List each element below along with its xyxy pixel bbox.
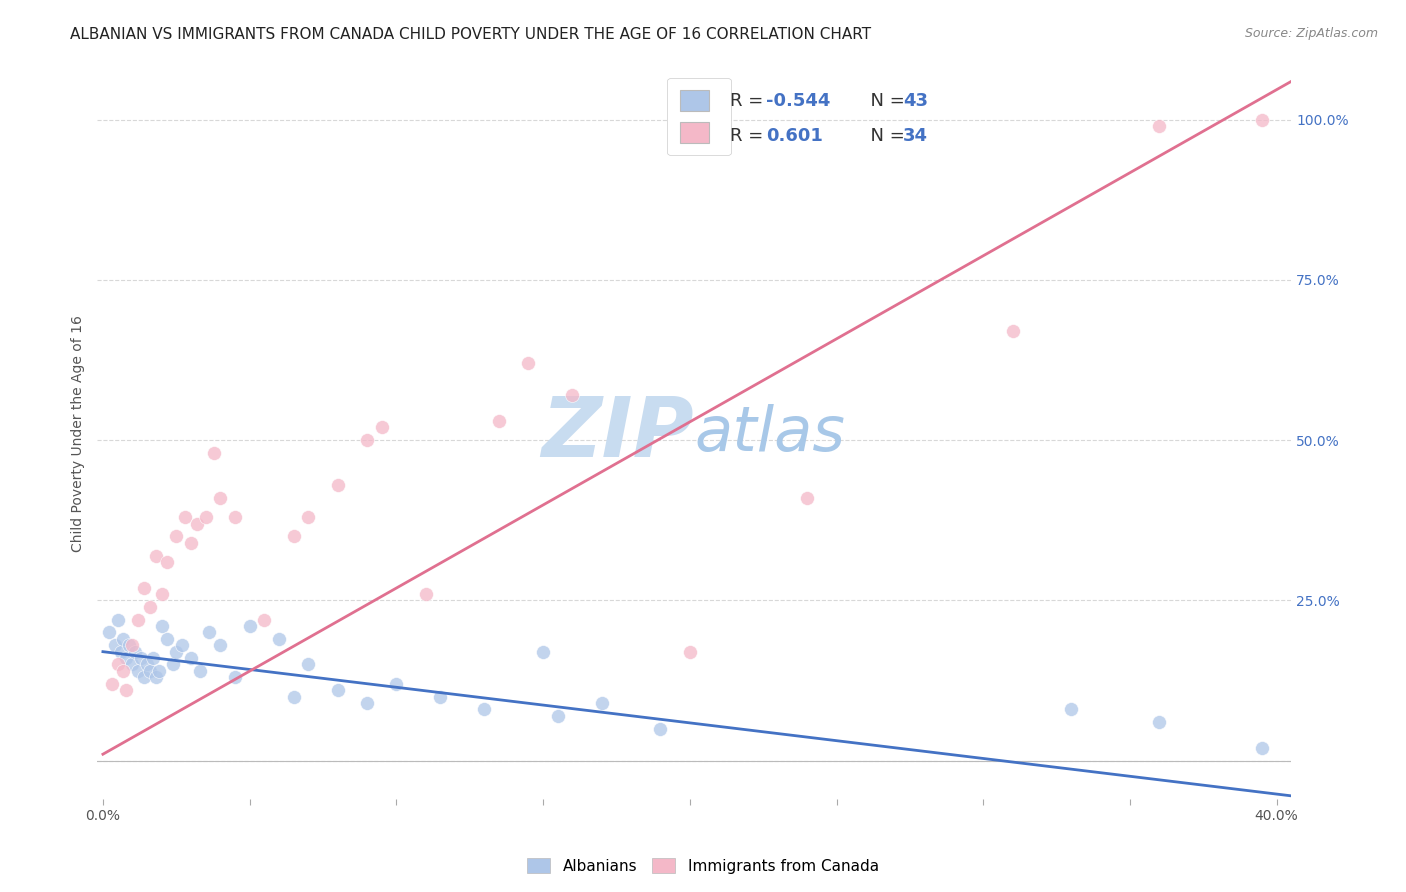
- Text: 0.601: 0.601: [766, 127, 823, 145]
- Point: [174, 510, 197, 524]
- Point: [1251, 112, 1274, 127]
- Point: [370, 420, 392, 434]
- Point: [132, 581, 155, 595]
- Point: [267, 632, 290, 646]
- Text: atlas: atlas: [695, 404, 845, 464]
- Point: [561, 388, 583, 402]
- Point: [124, 645, 146, 659]
- Text: Source: ZipAtlas.com: Source: ZipAtlas.com: [1244, 27, 1378, 40]
- Point: [150, 587, 173, 601]
- Point: [253, 613, 276, 627]
- Text: 43: 43: [903, 93, 928, 111]
- Point: [142, 651, 165, 665]
- Point: [385, 676, 408, 690]
- Point: [104, 638, 127, 652]
- Point: [165, 529, 187, 543]
- Text: R =: R =: [730, 127, 769, 145]
- Point: [139, 599, 162, 614]
- Point: [162, 657, 184, 672]
- Point: [100, 676, 122, 690]
- Point: [110, 645, 132, 659]
- Point: [204, 446, 226, 460]
- Point: [139, 664, 162, 678]
- Point: [1149, 715, 1171, 730]
- Point: [326, 683, 349, 698]
- Point: [356, 696, 378, 710]
- Point: [107, 657, 129, 672]
- Text: R =: R =: [730, 93, 769, 111]
- Text: ALBANIAN VS IMMIGRANTS FROM CANADA CHILD POVERTY UNDER THE AGE OF 16 CORRELATION: ALBANIAN VS IMMIGRANTS FROM CANADA CHILD…: [70, 27, 872, 42]
- Point: [150, 619, 173, 633]
- Point: [145, 549, 167, 563]
- Point: [429, 690, 451, 704]
- Text: 34: 34: [903, 127, 928, 145]
- Point: [115, 683, 138, 698]
- Point: [118, 638, 141, 652]
- Point: [112, 632, 135, 646]
- Point: [112, 664, 135, 678]
- Point: [197, 625, 219, 640]
- Point: [186, 516, 208, 531]
- Point: [136, 657, 159, 672]
- Text: ZIP: ZIP: [541, 393, 695, 475]
- Point: [1060, 702, 1083, 716]
- Point: [132, 670, 155, 684]
- Legend: Albanians, Immigrants from Canada: Albanians, Immigrants from Canada: [522, 852, 884, 880]
- Point: [188, 664, 211, 678]
- Point: [517, 356, 540, 370]
- Point: [115, 651, 138, 665]
- Point: [531, 645, 554, 659]
- Point: [283, 690, 305, 704]
- Point: [148, 664, 170, 678]
- Point: [194, 510, 217, 524]
- Point: [209, 638, 232, 652]
- Point: [97, 625, 120, 640]
- Point: [356, 433, 378, 447]
- Point: [796, 491, 818, 505]
- Point: [591, 696, 613, 710]
- Y-axis label: Child Poverty Under the Age of 16: Child Poverty Under the Age of 16: [72, 316, 86, 552]
- Point: [127, 613, 149, 627]
- Point: [283, 529, 305, 543]
- Point: [127, 664, 149, 678]
- Point: [488, 414, 510, 428]
- Point: [209, 491, 232, 505]
- Point: [180, 535, 202, 549]
- Point: [145, 670, 167, 684]
- Point: [297, 510, 319, 524]
- Point: [129, 651, 152, 665]
- Point: [679, 645, 702, 659]
- Point: [156, 632, 179, 646]
- Point: [239, 619, 262, 633]
- Text: N =: N =: [859, 127, 911, 145]
- Point: [121, 638, 143, 652]
- Text: -0.544: -0.544: [766, 93, 830, 111]
- Point: [224, 670, 246, 684]
- Point: [156, 555, 179, 569]
- Legend: , : ,: [668, 78, 731, 155]
- Point: [172, 638, 194, 652]
- Point: [165, 645, 187, 659]
- Point: [547, 708, 569, 723]
- Point: [474, 702, 496, 716]
- Point: [297, 657, 319, 672]
- Point: [1149, 119, 1171, 133]
- Point: [224, 510, 246, 524]
- Text: N =: N =: [859, 93, 911, 111]
- Point: [1001, 324, 1024, 338]
- Point: [415, 587, 437, 601]
- Point: [326, 478, 349, 492]
- Point: [121, 657, 143, 672]
- Point: [180, 651, 202, 665]
- Point: [1251, 740, 1274, 755]
- Point: [650, 722, 672, 736]
- Point: [107, 613, 129, 627]
